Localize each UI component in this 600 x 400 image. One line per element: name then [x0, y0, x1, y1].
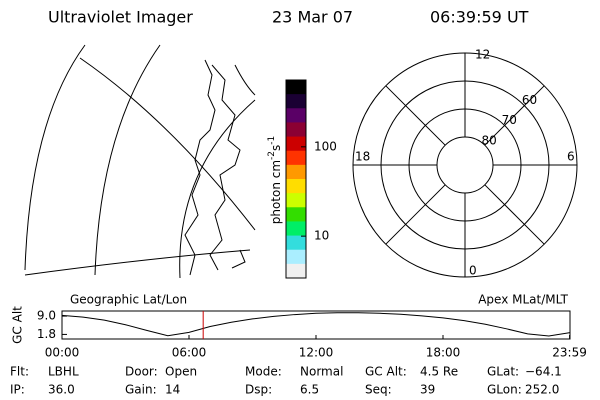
colorbar-frame [285, 79, 307, 279]
field-label: Dsp: [245, 383, 272, 397]
field-label: Flt: [10, 365, 29, 379]
field-value: 39 [420, 383, 435, 397]
colorbar-band [286, 94, 306, 109]
map-grid [24, 44, 86, 271]
field-value: LBHL [48, 365, 79, 379]
field-value: 4.5 Re [420, 365, 458, 379]
label-exp: -1 [267, 136, 277, 145]
label-exp: -2 [267, 151, 277, 160]
label-part: photon cm [269, 160, 283, 224]
mlt-label: 18 [355, 150, 370, 164]
colorbar-band [286, 150, 306, 166]
colorbar-band [286, 136, 306, 152]
colorbar-label: photon cm-2s-1 [267, 136, 283, 225]
plot-frame [61, 310, 571, 340]
mlt-line [484, 184, 545, 245]
colorbar-band [286, 207, 306, 222]
x-tick-label: 06:00 [172, 346, 207, 360]
mlt-label: 6 [567, 150, 575, 164]
mlt-line [385, 85, 446, 146]
colorbar-band [286, 108, 306, 123]
colorbar-band [286, 249, 306, 265]
mlt-label: 12 [475, 48, 490, 62]
y-tick-label: 9.0 [37, 309, 56, 323]
x-tick-label: 12:00 [299, 346, 334, 360]
map [24, 44, 256, 279]
coastline [184, 59, 246, 276]
colorbar-band [286, 179, 306, 194]
panel-label: Geographic Lat/Lon [70, 293, 187, 307]
map-grid [94, 44, 161, 276]
field-label: Mode: [245, 365, 282, 379]
y-tick-label: 1.8 [37, 327, 56, 341]
x-tick-label: 18:00 [426, 346, 461, 360]
colorbar-band [286, 235, 306, 251]
colorbar-band [286, 221, 306, 237]
altitude-line [61, 312, 571, 337]
x-tick-label: 00:00 [45, 346, 80, 360]
colorbar-band [286, 193, 306, 208]
title: Ultraviolet Imager [48, 8, 193, 27]
map-grid [179, 99, 256, 279]
field-value: −64.1 [525, 365, 562, 379]
field-value: 252.0 [525, 383, 559, 397]
label-part: s [269, 145, 283, 151]
mlt-line [484, 85, 545, 146]
map-grid [234, 64, 256, 96]
colorbar-band [286, 263, 306, 279]
field-value: 14 [165, 383, 180, 397]
field-label: GLon: [487, 383, 522, 397]
field-value: Normal [300, 365, 343, 379]
field-label: Seq: [365, 383, 392, 397]
date: 23 Mar 07 [272, 8, 353, 27]
footer: Flt: LBHL Door: Open Mode: Normal GC Alt: 4.5 R… [10, 365, 562, 397]
field-value: 6.5 [300, 383, 319, 397]
field-label: GC Alt: [365, 365, 407, 379]
mlt-label: 0 [469, 264, 477, 278]
field-value: Open [165, 365, 197, 379]
colorbar-band [286, 164, 306, 180]
map-grid [79, 57, 256, 231]
y-axis-label: GC Alt [11, 306, 25, 344]
x-tick-label: 23:59 [552, 346, 587, 360]
mlt-line [385, 184, 446, 245]
field-label: GLat: [487, 365, 519, 379]
field-label: Gain: [125, 383, 157, 397]
polar-plot: 607080120186 [352, 48, 578, 278]
colorbar-tick-label: 100 [314, 139, 337, 153]
colorbar-tick-label: 10 [314, 229, 329, 243]
field-label: Door: [125, 365, 158, 379]
panel-label: Apex MLat/MLT [478, 293, 568, 307]
field-label: IP: [10, 383, 25, 397]
map-grid [24, 249, 251, 276]
colorbar-band [286, 122, 306, 138]
time: 06:39:59 UT [430, 8, 529, 27]
colorbar-band [286, 80, 306, 95]
colorbar: 100 10 [285, 79, 337, 279]
field-value: 36.0 [48, 383, 75, 397]
orbit-chart: 9.0 1.8 00:00 06:00 12:00 18:00 23:59 GC Alt [11, 306, 587, 360]
